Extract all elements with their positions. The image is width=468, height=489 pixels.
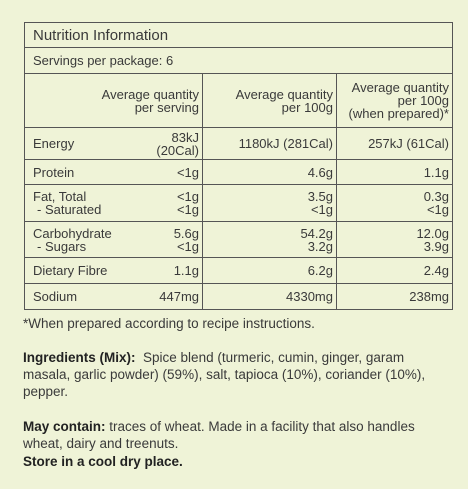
ingredients-label: Ingredients (Mix): (23, 350, 136, 365)
header-cell: Average quantity per serving (24, 73, 203, 128)
header-line: per serving (134, 99, 199, 115)
value-line: <1g (176, 202, 199, 217)
value-line: 0.3g (423, 189, 449, 204)
value-line: 5.6g (173, 225, 199, 241)
nutrient-label: Energy (24, 127, 125, 160)
value-line: 12.0g (416, 225, 449, 241)
may-contain-text: traces of wheat. Made in a facility that… (23, 419, 415, 451)
ingredients-text: Spice blend (turmeric, cumin, ginger, ga… (23, 350, 426, 399)
value-cell: 2.4g (336, 257, 453, 284)
value-cell: 12.0g 3.9g (336, 221, 453, 258)
nutrient-row: Energy 83kJ (20Cal) 1180kJ (281Cal) 257kJ (… (24, 127, 453, 160)
nutrient-label: Protein (24, 159, 125, 185)
header-line: per 100g (397, 93, 449, 108)
storage: Store in a cool dry place. (23, 453, 443, 470)
may-contain-label: May contain: (23, 419, 106, 434)
value-cell: 0.3g <1g (336, 184, 453, 222)
value-cell: 1180kJ (281Cal) (202, 127, 337, 160)
value-line: 447mg (159, 289, 199, 304)
header-cell: Average quantity per 100g (when prepared)* (336, 73, 453, 128)
value-cell: 447mg (124, 283, 203, 310)
ingredients: Ingredients (Mix): Spice blend (turmeric… (23, 349, 443, 400)
footnote: *When prepared according to recipe instr… (23, 316, 315, 331)
value-cell: 83kJ (20Cal) (124, 127, 203, 160)
value-line: 54.2g (300, 225, 333, 241)
value-line: <1g (176, 164, 199, 180)
title-row: Nutrition Information (24, 22, 453, 48)
value-line: 238mg (409, 289, 449, 304)
label-line: Sodium (33, 289, 78, 304)
value-cell: 4330mg (202, 283, 337, 310)
servings-row: Servings per package: 6 (24, 47, 453, 74)
header-line: Average quantity (351, 80, 449, 95)
value-cell: 257kJ (61Cal) (336, 127, 453, 160)
table-body: Nutrition Information Servings per packa… (24, 22, 453, 310)
table-title: Nutrition Information (24, 22, 453, 48)
value-line: 1.1g (173, 263, 199, 278)
value-line: 1.1g (423, 164, 449, 180)
value-line: 3.5g (307, 189, 333, 204)
header-line: per 100g (281, 99, 333, 115)
may-contain: May contain: traces of wheat. Made in a … (23, 418, 443, 452)
value-line: 3.9g (423, 238, 449, 254)
value-line: 257kJ (61Cal) (368, 136, 449, 151)
nutrient-label: Sodium (24, 283, 125, 310)
servings: Servings per package: 6 (24, 47, 453, 74)
value-cell: 6.2g (202, 257, 337, 284)
value-cell: 238mg (336, 283, 453, 310)
value-cell: 1.1g (124, 257, 203, 284)
label-line: - Sugars (37, 238, 87, 254)
value-line: 4330mg (286, 289, 333, 304)
value-cell: 4.6g (202, 159, 337, 185)
label-line: Fat, Total (33, 189, 87, 204)
value-line: <1g (176, 189, 199, 204)
header-line: Average quantity (101, 86, 199, 102)
value-line: <1g (310, 202, 333, 217)
label-line: Carbohydrate (33, 225, 112, 241)
nutrient-row: Fat, Total - Saturated <1g <1g 3.5g <1g 0.3g <1… (24, 184, 453, 222)
header-line: Average quantity (235, 86, 333, 102)
value-cell: 54.2g 3.2g (202, 221, 337, 258)
nutrient-row: Protein <1g 4.6g 1.1g (24, 159, 453, 185)
label-line: Protein (33, 164, 75, 180)
nutrient-label: Fat, Total - Saturated (24, 184, 125, 222)
value-cell: 5.6g <1g (124, 221, 203, 258)
nutrient-label: Dietary Fibre (24, 257, 125, 284)
header-row: Average quantity per serving Average quant… (24, 73, 453, 128)
label-line: Dietary Fibre (33, 263, 108, 278)
value-line: <1g (176, 238, 199, 254)
header-cell: Average quantity per 100g (202, 73, 337, 128)
label-line: Energy (33, 136, 75, 151)
value-cell: 1.1g (336, 159, 453, 185)
value-line: 2.4g (423, 263, 449, 278)
value-cell: 3.5g <1g (202, 184, 337, 222)
value-cell: <1g <1g (124, 184, 203, 222)
value-line: 6.2g (307, 263, 333, 278)
header-line: (when prepared)* (348, 106, 449, 121)
storage-text: Store in a cool dry place. (23, 454, 183, 469)
nutrient-row: Carbohydrate - Sugars 5.6g <1g 54.2g 3.2g 12.0… (24, 221, 453, 258)
value-line: 83kJ (20Cal) (156, 129, 199, 158)
value-line: 1180kJ (281Cal) (238, 136, 333, 151)
value-line: 4.6g (307, 164, 333, 180)
nutrient-row: Sodium 447mg 4330mg 238mg (24, 283, 453, 310)
value-line: 3.2g (307, 238, 333, 254)
value-line: <1g (426, 202, 449, 217)
nutrient-row: Dietary Fibre 1.1g 6.2g 2.4g (24, 257, 453, 284)
value-cell: <1g (124, 159, 203, 185)
label-line: - Saturated (37, 202, 102, 217)
nutrition-table: Nutrition Information Servings per packa… (24, 22, 453, 310)
nutrient-label: Carbohydrate - Sugars (24, 221, 125, 258)
